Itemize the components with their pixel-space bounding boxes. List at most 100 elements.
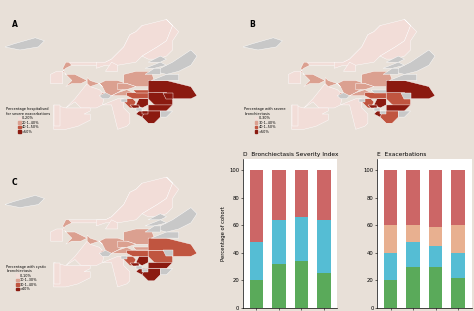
Bar bbox=[384, 225, 397, 253]
Polygon shape bbox=[151, 232, 179, 238]
Legend: 0–10%, 10·1–30%, 30·1–40%, >40%: 0–10%, 10·1–30%, 30·1–40%, >40% bbox=[7, 265, 47, 291]
Polygon shape bbox=[87, 77, 102, 86]
Bar bbox=[294, 170, 308, 217]
Polygon shape bbox=[102, 257, 130, 287]
Polygon shape bbox=[100, 81, 127, 96]
Bar bbox=[272, 170, 285, 220]
Polygon shape bbox=[142, 111, 160, 123]
Polygon shape bbox=[136, 108, 142, 111]
Polygon shape bbox=[51, 229, 63, 241]
Bar bbox=[272, 220, 285, 264]
Bar bbox=[406, 267, 420, 308]
Bar bbox=[451, 170, 465, 225]
Polygon shape bbox=[344, 62, 356, 71]
Polygon shape bbox=[142, 177, 179, 217]
Bar bbox=[317, 220, 330, 273]
Polygon shape bbox=[118, 241, 136, 247]
Polygon shape bbox=[380, 20, 417, 59]
Polygon shape bbox=[151, 74, 179, 81]
Polygon shape bbox=[127, 93, 148, 99]
Polygon shape bbox=[100, 238, 127, 253]
Legend: 0–30%, 30·1–40%, 40·1–50%, >50%: 0–30%, 30·1–40%, 40·1–50%, >50% bbox=[245, 107, 286, 134]
Bar bbox=[294, 261, 308, 308]
Text: C: C bbox=[11, 178, 17, 187]
Bar bbox=[384, 280, 397, 308]
Polygon shape bbox=[148, 238, 197, 257]
Polygon shape bbox=[124, 229, 154, 244]
Polygon shape bbox=[392, 50, 435, 74]
Bar bbox=[406, 170, 420, 225]
Polygon shape bbox=[365, 93, 386, 99]
Polygon shape bbox=[54, 105, 60, 126]
Polygon shape bbox=[362, 71, 392, 86]
Bar bbox=[429, 227, 442, 246]
Polygon shape bbox=[136, 269, 145, 275]
Polygon shape bbox=[371, 90, 392, 93]
Bar bbox=[451, 253, 465, 278]
Polygon shape bbox=[121, 257, 127, 259]
Polygon shape bbox=[63, 62, 87, 86]
Polygon shape bbox=[389, 74, 417, 81]
Bar bbox=[317, 273, 330, 308]
Bar bbox=[249, 280, 263, 308]
Polygon shape bbox=[136, 99, 148, 108]
Bar bbox=[429, 267, 442, 308]
Bar bbox=[429, 246, 442, 267]
Polygon shape bbox=[292, 105, 298, 126]
Polygon shape bbox=[121, 99, 127, 102]
Polygon shape bbox=[148, 56, 166, 62]
Polygon shape bbox=[145, 62, 166, 68]
Polygon shape bbox=[145, 68, 160, 74]
Polygon shape bbox=[87, 235, 102, 244]
Bar bbox=[384, 170, 397, 225]
Text: B: B bbox=[250, 20, 255, 29]
Polygon shape bbox=[160, 111, 173, 117]
Polygon shape bbox=[304, 20, 410, 65]
Polygon shape bbox=[148, 214, 166, 220]
Polygon shape bbox=[301, 62, 325, 86]
Polygon shape bbox=[124, 257, 136, 266]
Polygon shape bbox=[386, 93, 410, 108]
Bar bbox=[249, 242, 263, 280]
Bar bbox=[272, 264, 285, 308]
Polygon shape bbox=[142, 20, 179, 59]
Polygon shape bbox=[304, 84, 344, 108]
Text: E  Exacerbations: E Exacerbations bbox=[377, 152, 427, 157]
Bar bbox=[451, 278, 465, 308]
Polygon shape bbox=[398, 111, 410, 117]
Polygon shape bbox=[383, 62, 404, 68]
Polygon shape bbox=[380, 111, 398, 123]
Polygon shape bbox=[386, 56, 404, 62]
Polygon shape bbox=[154, 50, 197, 74]
Polygon shape bbox=[51, 71, 63, 84]
Polygon shape bbox=[136, 257, 148, 266]
Polygon shape bbox=[133, 247, 154, 250]
Bar bbox=[406, 242, 420, 267]
Polygon shape bbox=[54, 262, 90, 287]
Polygon shape bbox=[383, 68, 398, 74]
Polygon shape bbox=[102, 99, 130, 129]
Polygon shape bbox=[5, 195, 45, 208]
Polygon shape bbox=[374, 108, 380, 111]
Polygon shape bbox=[66, 241, 105, 266]
Polygon shape bbox=[154, 208, 197, 232]
Polygon shape bbox=[145, 220, 166, 226]
Polygon shape bbox=[289, 71, 301, 84]
Bar bbox=[384, 253, 397, 280]
Polygon shape bbox=[66, 177, 173, 223]
Polygon shape bbox=[54, 105, 90, 129]
Polygon shape bbox=[111, 247, 133, 253]
Polygon shape bbox=[374, 111, 383, 117]
Polygon shape bbox=[130, 105, 139, 108]
Polygon shape bbox=[148, 250, 173, 266]
Polygon shape bbox=[142, 269, 148, 272]
Polygon shape bbox=[145, 226, 160, 232]
Bar bbox=[451, 225, 465, 253]
Legend: 0–20%, 20·1–40%, 40·1–50%, >50%: 0–20%, 20·1–40%, 40·1–50%, >50% bbox=[7, 107, 51, 134]
Bar bbox=[249, 170, 263, 242]
Bar bbox=[317, 170, 330, 220]
Polygon shape bbox=[66, 20, 173, 65]
Polygon shape bbox=[118, 84, 136, 90]
Polygon shape bbox=[148, 81, 197, 99]
Polygon shape bbox=[136, 111, 145, 117]
